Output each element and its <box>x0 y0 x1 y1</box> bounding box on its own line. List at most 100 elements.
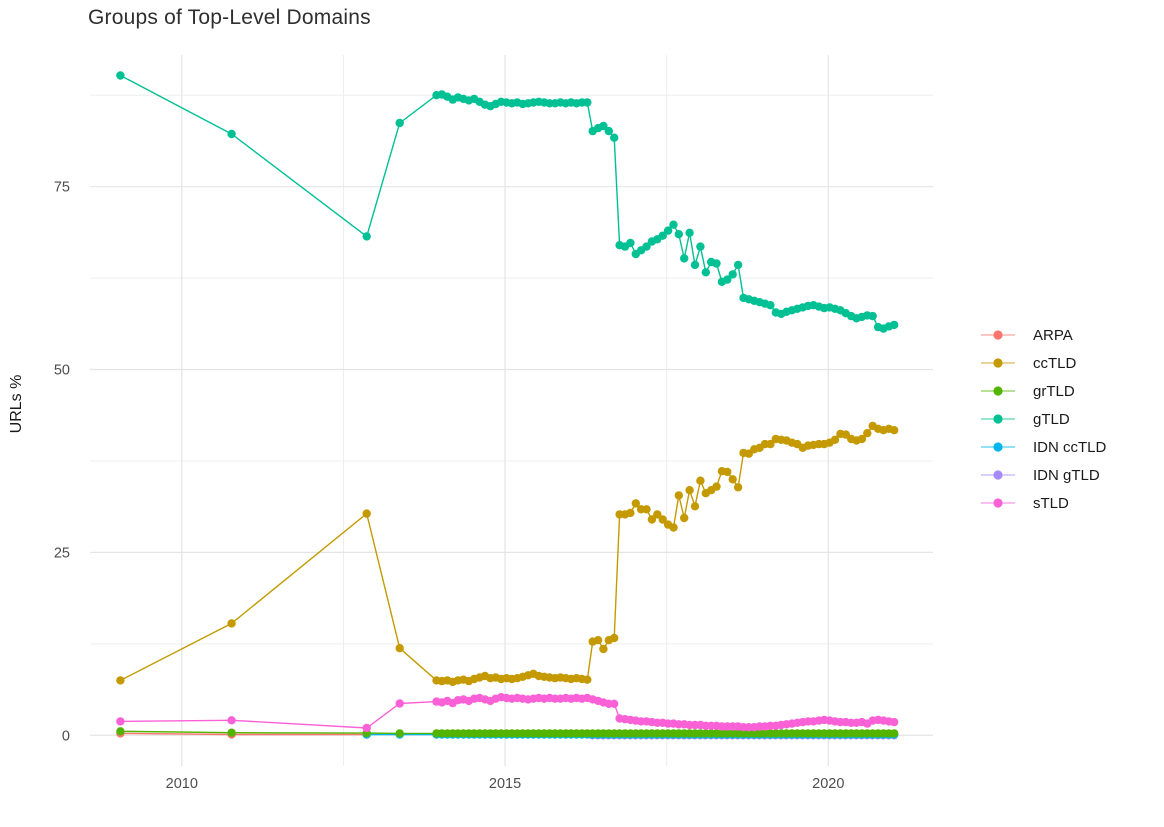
legend-label: grTLD <box>1033 382 1075 400</box>
data-point <box>680 513 689 523</box>
legend-key-dot <box>993 358 1003 368</box>
legend: ARPA ccTLD grTLD gTLD IDN ccTLD IDN gTLD sTLD <box>979 321 1106 517</box>
legend-label: ARPA <box>1033 326 1073 344</box>
data-point <box>610 699 619 708</box>
data-point <box>890 320 899 330</box>
data-point <box>663 226 673 235</box>
data-point <box>890 426 899 435</box>
legend-item-arpa: ARPA <box>979 321 1106 349</box>
data-point <box>395 729 404 738</box>
legend-item-cctld: ccTLD <box>979 349 1106 377</box>
series-gtld <box>116 71 899 333</box>
x-tick-label: 2020 <box>812 776 844 792</box>
legend-item-gtld: gTLD <box>979 405 1106 433</box>
data-point <box>653 510 662 519</box>
data-point <box>830 435 840 444</box>
legend-key-dot <box>993 442 1003 452</box>
data-point <box>733 260 743 270</box>
data-point <box>658 515 667 524</box>
data-point <box>583 98 592 107</box>
legend-label: ccTLD <box>1033 354 1077 372</box>
y-tick-label: 0 <box>62 728 70 744</box>
data-point <box>395 644 404 653</box>
legend-key-dot <box>993 414 1003 424</box>
data-point <box>690 502 700 511</box>
data-point <box>610 633 619 643</box>
data-point <box>680 254 689 263</box>
data-point <box>690 260 700 270</box>
data-point <box>227 129 236 139</box>
data-point <box>593 636 603 645</box>
legend-key-dot <box>993 498 1003 508</box>
data-point <box>227 716 236 725</box>
data-point <box>362 723 371 733</box>
legend-item-grtld: grTLD <box>979 377 1106 405</box>
legend-label: IDN ccTLD <box>1033 438 1107 456</box>
data-point <box>868 311 877 321</box>
legend-key-icon <box>981 470 1015 480</box>
legend-key-icon <box>981 414 1015 424</box>
chart-title: Groups of Top-Level Domains <box>88 6 371 29</box>
data-point <box>685 486 694 495</box>
data-point <box>890 717 899 727</box>
data-point <box>863 429 872 438</box>
data-point <box>696 242 705 251</box>
data-point <box>647 515 657 524</box>
y-tick-label: 25 <box>54 545 70 561</box>
legend-label: gTLD <box>1033 410 1070 428</box>
data-point <box>395 118 404 128</box>
data-point <box>362 232 371 241</box>
data-point <box>626 508 635 518</box>
data-point <box>395 699 404 708</box>
data-point <box>604 126 613 136</box>
legend-key-icon <box>981 330 1015 340</box>
data-point <box>890 729 899 738</box>
legend-key-icon <box>981 386 1015 396</box>
data-point <box>669 523 678 532</box>
data-point <box>116 71 125 80</box>
legend-label: IDN gTLD <box>1033 466 1100 484</box>
data-point <box>723 275 732 284</box>
data-point <box>728 475 737 484</box>
data-point <box>116 727 125 736</box>
data-point <box>583 675 592 684</box>
data-point <box>712 482 721 491</box>
data-point <box>599 644 608 654</box>
data-point <box>658 231 667 240</box>
legend-key-dot <box>993 330 1003 340</box>
legend-item-idn-cctld: IDN ccTLD <box>979 433 1106 461</box>
data-point <box>599 121 608 131</box>
data-point <box>631 499 640 508</box>
data-point <box>116 717 125 726</box>
data-point <box>642 505 651 514</box>
data-point <box>857 434 867 444</box>
data-point <box>701 268 710 277</box>
data-point <box>766 439 775 449</box>
series-stld <box>116 693 899 733</box>
data-point <box>362 509 371 518</box>
data-point <box>766 301 775 310</box>
data-point <box>227 619 236 628</box>
legend-key-icon <box>981 358 1015 368</box>
y-tick-label: 75 <box>54 180 70 196</box>
legend-key-icon <box>981 442 1015 452</box>
data-point <box>610 133 619 142</box>
legend-item-idn-gtld: IDN gTLD <box>979 461 1106 489</box>
data-point <box>674 230 683 239</box>
series-cctld <box>116 421 899 687</box>
x-tick-label: 2015 <box>489 776 521 792</box>
data-point <box>626 238 635 248</box>
data-point <box>712 259 721 268</box>
data-point <box>642 242 651 251</box>
data-point <box>116 676 125 685</box>
data-point <box>723 467 732 477</box>
data-point <box>669 220 678 229</box>
legend-label: sTLD <box>1033 494 1069 512</box>
legend-item-stld: sTLD <box>979 489 1106 517</box>
x-tick-label: 2010 <box>166 776 198 792</box>
legend-key-dot <box>993 386 1003 396</box>
legend-key-dot <box>993 470 1003 480</box>
data-point <box>728 270 737 279</box>
data-point <box>733 483 743 492</box>
